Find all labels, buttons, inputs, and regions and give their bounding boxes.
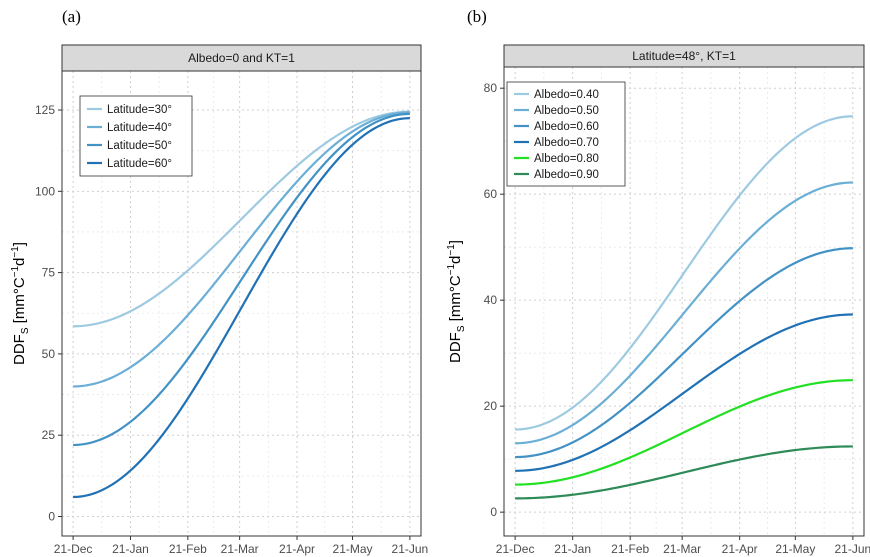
x-tick-label: 21-Apr: [279, 542, 315, 556]
y-tick-label: 0: [48, 509, 55, 523]
x-tick-label: 21-Apr: [722, 542, 758, 556]
y-tick-label: 20: [484, 399, 498, 413]
y-tick-label: 80: [484, 81, 498, 95]
y-axis-label-part: [mm°C: [11, 277, 28, 327]
y-tick-label: 0: [490, 505, 497, 519]
y-tick-label: 100: [35, 184, 55, 198]
y-axis-label-part: ]: [11, 242, 28, 246]
y-axis-label-part: DDF: [447, 332, 464, 363]
legend-label: Albedo=0.60: [534, 121, 599, 133]
y-tick-label: 125: [35, 103, 55, 117]
legend: Latitude=30° Latitude=40° Latitude=50° Lati…: [79, 95, 193, 177]
x-tick-label: 21-Mar: [221, 542, 259, 556]
x-tick-label: 21-Feb: [169, 542, 207, 556]
series-line: [515, 115, 853, 431]
y-axis-label-part: d: [11, 258, 28, 266]
y-axis-label-part: −1: [446, 244, 457, 256]
y-axis-label-part: [mm°C: [447, 275, 464, 325]
y-axis-label-part: S: [20, 327, 31, 334]
y-axis-label-part: −1: [446, 263, 457, 275]
y-tick-label: 25: [42, 428, 56, 442]
panel-a: (a) Albedo=0 and KT=1 0 25 50 75 100 125 21-Dec 2…: [10, 7, 428, 556]
y-axis-label-part: DDF: [11, 334, 28, 365]
y-tick-label: 75: [42, 266, 56, 280]
legend-label: Albedo=0.70: [534, 137, 599, 149]
legend-label: Latitude=60°: [107, 158, 172, 170]
legend-box: [506, 81, 626, 187]
x-tick-label: 21-Dec: [496, 542, 535, 556]
plot-border: [61, 70, 422, 537]
legend-label: Latitude=50°: [107, 140, 172, 152]
x-tick-label: 21-Mar: [663, 542, 701, 556]
y-axis-label-part: ]: [447, 240, 464, 244]
y-axis-label-part: −1: [10, 246, 21, 258]
y-tick-label: 40: [484, 293, 498, 307]
x-tick-label: 21-Jun: [835, 542, 870, 556]
y-tick-label: 60: [484, 187, 498, 201]
series-line: [73, 111, 410, 388]
y-axis-label-part: S: [456, 325, 467, 332]
legend-label: Albedo=0.40: [534, 89, 599, 101]
series-line: [73, 110, 410, 328]
series-line: [515, 181, 853, 445]
legend-label: Latitude=40°: [107, 122, 172, 134]
x-tick-label: 21-Feb: [611, 542, 649, 556]
series-line: [515, 445, 853, 500]
y-axis-label: DDFS [mm°C−1d−1]: [446, 240, 467, 363]
y-axis-label: DDFS [mm°C−1d−1]: [10, 242, 31, 365]
series-line: [73, 112, 410, 447]
legend-label: Albedo=0.90: [534, 169, 599, 181]
strip-title: Latitude=48°, KT=1: [632, 49, 736, 63]
y-axis-label-part: d: [447, 256, 464, 264]
series-line: [515, 379, 853, 486]
legend: Albedo=0.40 Albedo=0.50 Albedo=0.60 Albedo=…: [506, 81, 626, 187]
panel-label: (a): [62, 7, 81, 26]
x-tick-label: 21-Jan: [112, 542, 149, 556]
panel-b: (b) Latitude=48°, KT=1 0 20 40 60 80 21-Dec 21-J…: [446, 7, 870, 556]
x-tick-label: 21-May: [333, 542, 373, 556]
series-line: [515, 313, 853, 472]
series-line: [515, 247, 853, 459]
panel-label: (b): [467, 7, 487, 26]
plot-border: [503, 66, 865, 537]
x-tick-label: 21-Dec: [54, 542, 93, 556]
legend-label: Latitude=30°: [107, 104, 172, 116]
series-line: [73, 117, 410, 499]
strip-title: Albedo=0 and KT=1: [188, 51, 295, 65]
x-tick-label: 21-Jan: [554, 542, 591, 556]
y-axis-label-part: −1: [10, 265, 21, 277]
y-tick-label: 50: [42, 347, 56, 361]
x-tick-label: 21-Jun: [392, 542, 429, 556]
legend-label: Albedo=0.80: [534, 153, 599, 165]
legend-label: Albedo=0.50: [534, 105, 599, 117]
strip-background: [61, 44, 422, 72]
x-tick-label: 21-May: [775, 542, 815, 556]
